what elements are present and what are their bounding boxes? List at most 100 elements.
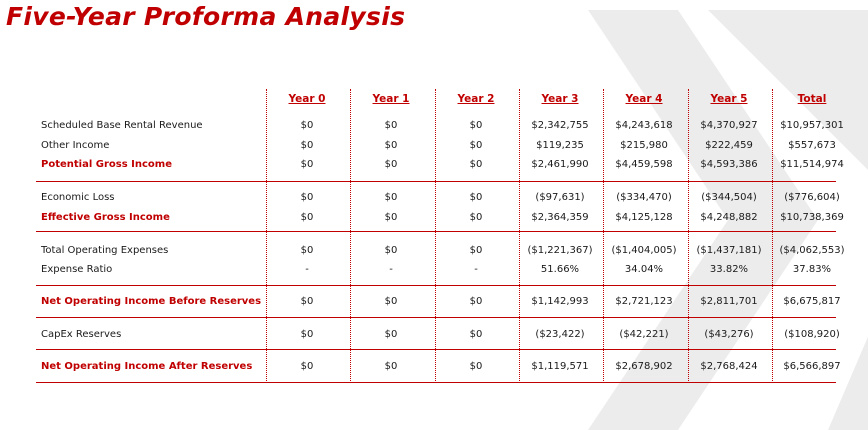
- table-cell: $0: [469, 245, 483, 256]
- table-cell: ($344,504): [701, 192, 757, 203]
- table-cell: $2,461,990: [531, 159, 589, 170]
- table-cell: $222,459: [705, 140, 753, 151]
- table-cell: ($334,470): [616, 192, 672, 203]
- table-cell: $0: [300, 120, 314, 131]
- table-cell: $2,721,123: [615, 296, 673, 307]
- table-cell: ($97,631): [535, 192, 585, 203]
- table-cell: $2,342,755: [531, 120, 589, 131]
- table-cell: $0: [384, 329, 398, 340]
- page-title: Five-Year Proforma Analysis: [6, 2, 406, 31]
- table-cell: $2,678,902: [615, 361, 673, 372]
- column-divider: [350, 89, 351, 383]
- table-cell: $0: [384, 212, 398, 223]
- table-cell: $0: [384, 120, 398, 131]
- table-cell: $0: [300, 192, 314, 203]
- table-cell: $0: [469, 192, 483, 203]
- table-cell: $0: [469, 296, 483, 307]
- column-divider: [603, 89, 604, 383]
- table-cell: $10,738,369: [780, 212, 844, 223]
- table-cell: $0: [384, 192, 398, 203]
- table-cell: $0: [384, 296, 398, 307]
- row-divider: [36, 382, 836, 383]
- table-cell: $2,768,424: [700, 361, 758, 372]
- table-cell: $0: [300, 245, 314, 256]
- table-cell: $0: [384, 159, 398, 170]
- table-cell: ($776,604): [784, 192, 840, 203]
- table-cell: $0: [469, 329, 483, 340]
- row-divider: [36, 231, 836, 232]
- row-label: Total Operating Expenses: [41, 245, 169, 256]
- table-cell: ($43,276): [704, 329, 754, 340]
- table-cell: $0: [300, 140, 314, 151]
- table-cell: $2,364,359: [531, 212, 589, 223]
- table-cell: 51.66%: [540, 264, 580, 275]
- column-divider: [266, 89, 267, 383]
- table-cell: 34.04%: [624, 264, 664, 275]
- table-cell: $0: [300, 296, 314, 307]
- table-cell: $1,142,993: [531, 296, 589, 307]
- table-cell: $0: [469, 212, 483, 223]
- column-header: Year 4: [625, 93, 663, 105]
- table-cell: ($1,221,367): [527, 245, 593, 256]
- row-label: Scheduled Base Rental Revenue: [41, 120, 203, 131]
- column-divider: [519, 89, 520, 383]
- column-header: Year 0: [288, 93, 326, 105]
- row-divider: [36, 181, 836, 182]
- table-cell: $0: [384, 245, 398, 256]
- table-cell: $0: [300, 212, 314, 223]
- table-cell: $4,248,882: [700, 212, 758, 223]
- column-divider: [435, 89, 436, 383]
- row-label: Other Income: [41, 140, 110, 151]
- row-label: Net Operating Income After Reserves: [41, 361, 253, 372]
- table-cell: $0: [384, 361, 398, 372]
- column-divider: [688, 89, 689, 383]
- row-label: Net Operating Income Before Reserves: [41, 296, 262, 307]
- table-cell: $0: [469, 361, 483, 372]
- row-label: Effective Gross Income: [41, 212, 170, 223]
- table-cell: 33.82%: [709, 264, 749, 275]
- column-header: Year 5: [710, 93, 748, 105]
- table-cell: $6,566,897: [783, 361, 841, 372]
- table-cell: $11,514,974: [780, 159, 844, 170]
- table-cell: -: [389, 264, 393, 275]
- row-label: Expense Ratio: [41, 264, 113, 275]
- table-cell: ($1,404,005): [611, 245, 677, 256]
- row-label: Potential Gross Income: [41, 159, 172, 170]
- table-cell: $4,243,618: [615, 120, 673, 131]
- table-cell: $1,119,571: [531, 361, 589, 372]
- column-header: Year 1: [372, 93, 410, 105]
- table-cell: $0: [300, 329, 314, 340]
- table-cell: ($42,221): [619, 329, 669, 340]
- column-header: Year 2: [457, 93, 495, 105]
- table-cell: $4,125,128: [615, 212, 673, 223]
- table-cell: ($1,437,181): [696, 245, 762, 256]
- row-divider: [36, 349, 836, 350]
- table-cell: $215,980: [620, 140, 668, 151]
- table-cell: $10,957,301: [780, 120, 844, 131]
- table-cell: $0: [469, 159, 483, 170]
- table-cell: $4,459,598: [615, 159, 673, 170]
- row-label: CapEx Reserves: [41, 329, 122, 340]
- column-header: Year 3: [541, 93, 579, 105]
- table-cell: $4,370,927: [700, 120, 758, 131]
- table-cell: $0: [469, 120, 483, 131]
- table-cell: $0: [300, 361, 314, 372]
- table-cell: $6,675,817: [783, 296, 841, 307]
- column-header: Total: [797, 93, 827, 105]
- row-divider: [36, 285, 836, 286]
- row-label: Economic Loss: [41, 192, 115, 203]
- table-cell: $119,235: [536, 140, 584, 151]
- table-cell: -: [474, 264, 478, 275]
- table-cell: 37.83%: [792, 264, 832, 275]
- table-cell: $557,673: [788, 140, 836, 151]
- table-cell: $0: [300, 159, 314, 170]
- table-cell: ($4,062,553): [779, 245, 845, 256]
- row-divider: [36, 317, 836, 318]
- table-cell: $0: [384, 140, 398, 151]
- table-cell: ($23,422): [535, 329, 585, 340]
- table-cell: $0: [469, 140, 483, 151]
- table-cell: $2,811,701: [700, 296, 758, 307]
- column-divider: [772, 89, 773, 383]
- table-cell: $4,593,386: [700, 159, 758, 170]
- table-cell: ($108,920): [784, 329, 840, 340]
